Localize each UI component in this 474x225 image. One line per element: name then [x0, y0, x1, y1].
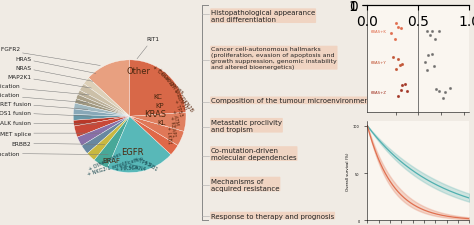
Point [430, 65, 438, 69]
Text: KL: KL [157, 119, 165, 125]
Text: Sensitivity: Sensitivity [383, 128, 403, 132]
Wedge shape [73, 109, 130, 117]
Point [396, 64, 404, 68]
Text: + CDKN2A or CDKN2B: + CDKN2A or CDKN2B [156, 67, 194, 113]
Text: + CDKN4: + CDKN4 [122, 163, 146, 172]
Text: + NKG2-1 amplification: + NKG2-1 amplification [86, 156, 144, 176]
Wedge shape [89, 61, 130, 117]
Text: KRAS: KRAS [145, 110, 166, 119]
Point [392, 68, 400, 72]
Text: + Other genes: + Other genes [151, 64, 185, 95]
Text: NF1 truncation: NF1 truncation [0, 151, 108, 156]
Point [435, 31, 443, 34]
Wedge shape [76, 95, 130, 117]
Point [428, 30, 436, 34]
Text: RET fusion: RET fusion [0, 102, 88, 110]
Text: Resistance: Resistance [433, 128, 454, 132]
Text: KC: KC [154, 94, 162, 99]
Wedge shape [130, 117, 178, 155]
Point [399, 84, 406, 88]
Wedge shape [74, 104, 130, 117]
Wedge shape [75, 99, 130, 117]
Point [446, 86, 454, 90]
Text: ERBB2 amplification: ERBB2 amplification [0, 84, 89, 95]
Text: + TP53: + TP53 [133, 156, 151, 167]
Point [426, 34, 433, 38]
Text: + TP53: + TP53 [173, 99, 183, 117]
Point [398, 27, 405, 30]
Text: FGFR1 or FGFR2: FGFR1 or FGFR2 [0, 47, 100, 66]
Wedge shape [82, 117, 130, 154]
Wedge shape [94, 117, 130, 168]
Wedge shape [130, 117, 184, 146]
Text: Response to therapy and prognosis: Response to therapy and prognosis [211, 213, 334, 219]
Wedge shape [77, 117, 130, 146]
Text: + KEAP1: + KEAP1 [169, 115, 176, 137]
Point [394, 26, 401, 29]
Text: ALK fusion: ALK fusion [0, 121, 97, 126]
Text: Metastatic proclivity
and tropism: Metastatic proclivity and tropism [211, 119, 282, 132]
Text: Mechanisms of
acquired resistance: Mechanisms of acquired resistance [211, 178, 280, 191]
Point [391, 38, 398, 41]
Text: + RBM10: + RBM10 [172, 88, 187, 110]
Text: Other: Other [127, 66, 151, 75]
Point [392, 22, 400, 26]
Text: KRAS+Z: KRAS+Z [371, 90, 387, 94]
Text: EGFR: EGFR [121, 147, 143, 156]
Point [421, 61, 429, 65]
Text: + Other genes: + Other genes [88, 152, 122, 172]
Wedge shape [130, 61, 186, 117]
Text: HRAS: HRAS [15, 57, 96, 74]
Wedge shape [108, 117, 171, 173]
Point [424, 69, 431, 72]
Point [442, 91, 449, 95]
Wedge shape [80, 84, 130, 117]
Text: Composition of the tumour microenvironment: Composition of the tumour microenvironme… [211, 98, 372, 104]
Text: Co-mutation-driven
molecular dependencies: Co-mutation-driven molecular dependencie… [211, 147, 297, 160]
Text: ERBB2: ERBB2 [11, 141, 105, 146]
Text: MET splice: MET splice [0, 131, 101, 136]
Text: KRAS+K: KRAS+K [371, 30, 387, 34]
Text: + ATM: + ATM [171, 108, 179, 125]
Text: RIT1: RIT1 [137, 37, 160, 60]
Wedge shape [78, 91, 130, 117]
Wedge shape [87, 117, 130, 160]
Point [390, 56, 397, 59]
Text: MET amplification: MET amplification [0, 93, 88, 103]
X-axis label: Effect size: Effect size [408, 126, 429, 129]
Point [428, 53, 436, 57]
Point [399, 63, 406, 66]
Text: BRAF: BRAF [102, 158, 120, 164]
Text: MAP2K1: MAP2K1 [7, 75, 91, 89]
Text: + PIK3CA: + PIK3CA [115, 165, 138, 172]
Wedge shape [73, 117, 130, 126]
Point [431, 38, 439, 41]
Wedge shape [73, 115, 130, 121]
Point [433, 88, 440, 91]
Point [425, 54, 432, 57]
Point [394, 58, 401, 61]
Text: Histopathological appearance
and differentiation: Histopathological appearance and differe… [211, 10, 315, 23]
Point [424, 31, 431, 34]
Wedge shape [83, 78, 130, 117]
Text: ROS1 fusion: ROS1 fusion [0, 111, 91, 117]
Point [403, 90, 411, 93]
Text: Cancer cell-autonomous hallmarks
(proliferation, evasion of apoptosis and
growth: Cancer cell-autonomous hallmarks (prolif… [211, 47, 337, 70]
Point [398, 89, 405, 92]
Text: KRAS+Y: KRAS+Y [371, 60, 386, 64]
Point [435, 90, 443, 94]
Wedge shape [130, 113, 186, 132]
Point [394, 95, 401, 99]
Point [401, 83, 409, 87]
Y-axis label: Overall survival (%): Overall survival (%) [346, 152, 350, 190]
Point [439, 97, 447, 100]
Wedge shape [74, 117, 130, 137]
Text: + LKB1: + LKB1 [166, 126, 172, 144]
Text: + RB1: + RB1 [142, 159, 158, 171]
Text: KP: KP [156, 103, 164, 108]
Text: NRAS: NRAS [15, 66, 93, 82]
Point [387, 32, 395, 35]
